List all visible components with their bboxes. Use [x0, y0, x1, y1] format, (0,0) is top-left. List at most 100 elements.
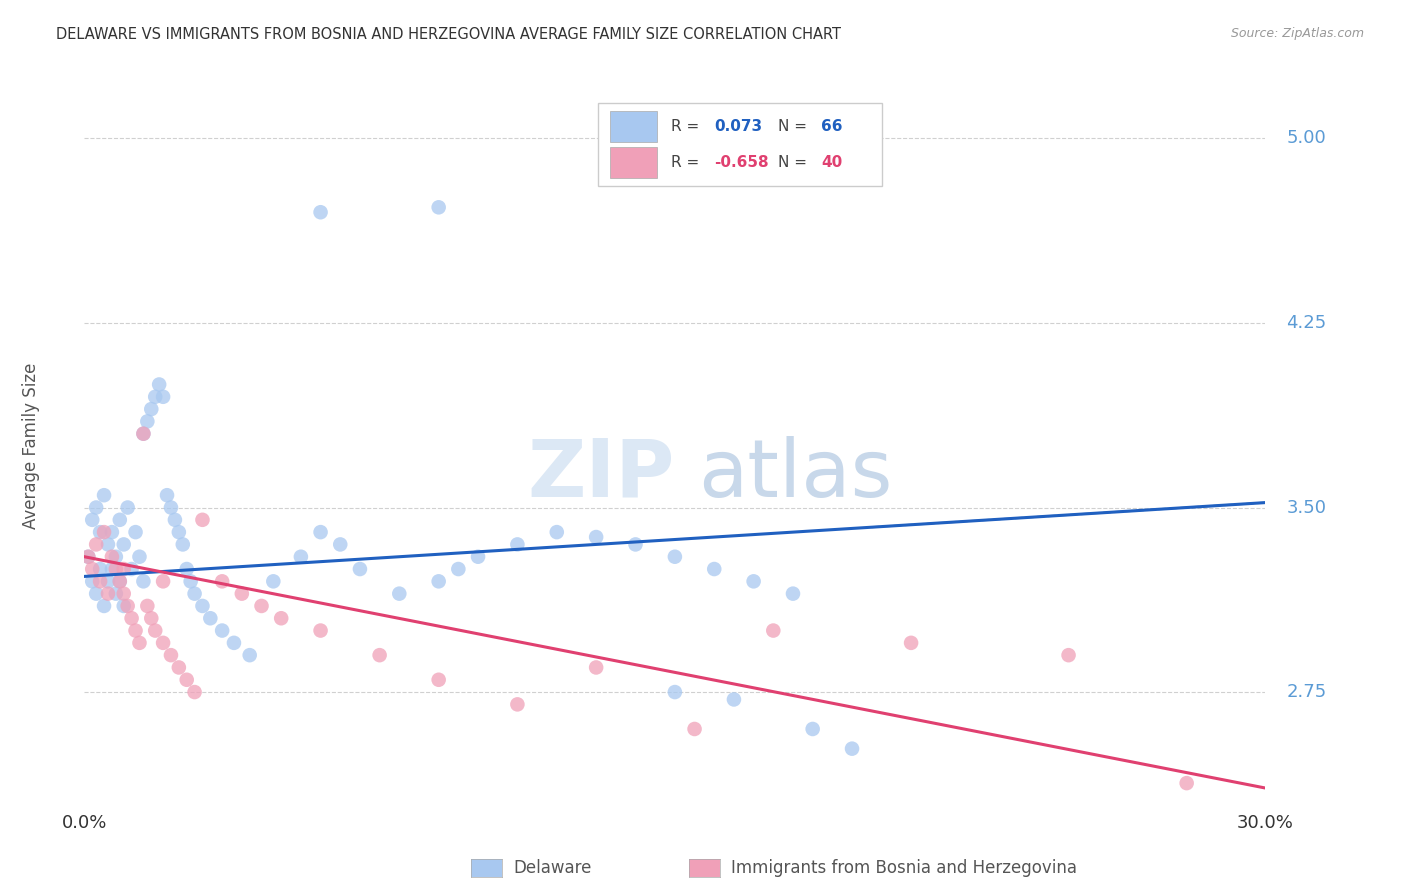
Point	[104, 562, 127, 576]
Point	[427, 673, 450, 687]
Point	[132, 426, 155, 441]
Point	[108, 574, 131, 589]
Point	[427, 200, 450, 214]
Point	[585, 660, 607, 674]
Point	[231, 587, 253, 601]
Bar	[610, 147, 657, 178]
Point	[163, 513, 186, 527]
Point	[447, 562, 470, 576]
Point	[270, 611, 292, 625]
Point	[183, 685, 205, 699]
Point	[112, 537, 135, 551]
Point	[117, 500, 139, 515]
Point	[723, 692, 745, 706]
Point	[388, 587, 411, 601]
Point	[93, 599, 115, 613]
Point	[309, 624, 332, 638]
Text: atlas: atlas	[699, 435, 893, 514]
Point	[664, 685, 686, 699]
Point	[124, 624, 146, 638]
Point	[143, 390, 166, 404]
Point	[148, 377, 170, 392]
Point	[900, 636, 922, 650]
Point	[84, 500, 107, 515]
Point	[112, 562, 135, 576]
Text: N =: N =	[778, 155, 811, 170]
Point	[782, 587, 804, 601]
Point	[97, 537, 120, 551]
Point	[77, 549, 100, 564]
Text: Immigrants from Bosnia and Herzegovina: Immigrants from Bosnia and Herzegovina	[731, 859, 1077, 877]
Point	[801, 722, 824, 736]
Point	[368, 648, 391, 662]
Text: -0.658: -0.658	[714, 155, 769, 170]
Point	[329, 537, 352, 551]
Text: 4.25: 4.25	[1286, 314, 1327, 332]
Point	[82, 574, 104, 589]
Point	[290, 549, 312, 564]
Text: R =: R =	[671, 155, 704, 170]
Text: 2.75: 2.75	[1286, 683, 1327, 701]
Point	[427, 574, 450, 589]
Text: Source: ZipAtlas.com: Source: ZipAtlas.com	[1230, 27, 1364, 40]
Point	[180, 574, 202, 589]
Point	[82, 513, 104, 527]
Point	[136, 599, 159, 613]
Point	[143, 624, 166, 638]
Point	[141, 402, 163, 417]
Point	[156, 488, 179, 502]
Point	[121, 562, 143, 576]
Point	[128, 636, 150, 650]
Point	[101, 562, 124, 576]
Point	[108, 513, 131, 527]
Point	[160, 648, 183, 662]
Point	[172, 537, 194, 551]
Point	[200, 611, 222, 625]
Point	[160, 500, 183, 515]
Point	[191, 513, 214, 527]
Point	[108, 574, 131, 589]
Point	[93, 488, 115, 502]
Point	[167, 525, 190, 540]
Point	[77, 549, 100, 564]
Text: Delaware: Delaware	[513, 859, 592, 877]
Point	[191, 599, 214, 613]
Point	[89, 562, 111, 576]
Point	[101, 525, 124, 540]
Point	[132, 574, 155, 589]
Point	[211, 624, 233, 638]
Point	[97, 587, 120, 601]
Point	[124, 525, 146, 540]
Point	[136, 414, 159, 428]
Point	[128, 549, 150, 564]
Point	[152, 574, 174, 589]
Point	[121, 611, 143, 625]
Point	[506, 537, 529, 551]
Point	[132, 426, 155, 441]
Point	[183, 587, 205, 601]
Point	[262, 574, 284, 589]
Point	[250, 599, 273, 613]
Point	[309, 525, 332, 540]
Point	[104, 587, 127, 601]
Bar	[610, 111, 657, 142]
Point	[84, 587, 107, 601]
Point	[222, 636, 245, 650]
Text: ZIP: ZIP	[527, 435, 675, 514]
Point	[742, 574, 765, 589]
Point	[506, 698, 529, 712]
Point	[93, 525, 115, 540]
Point	[762, 624, 785, 638]
Point	[89, 574, 111, 589]
Point	[546, 525, 568, 540]
Point	[101, 549, 124, 564]
Point	[176, 562, 198, 576]
Text: 0.073: 0.073	[714, 119, 762, 134]
Text: 3.50: 3.50	[1286, 499, 1326, 516]
Text: 66: 66	[821, 119, 842, 134]
Point	[1175, 776, 1198, 790]
Point	[141, 611, 163, 625]
Point	[349, 562, 371, 576]
Point	[703, 562, 725, 576]
Point	[167, 660, 190, 674]
